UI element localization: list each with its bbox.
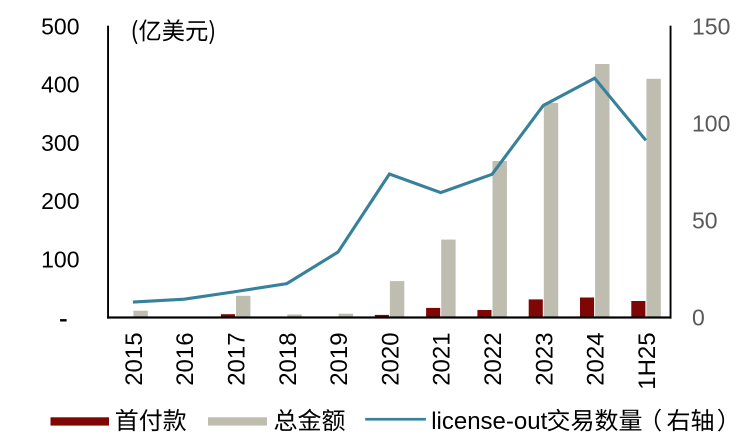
svg-text:1H25: 1H25 (634, 332, 661, 389)
svg-text:200: 200 (41, 188, 79, 214)
svg-text:100: 100 (41, 246, 79, 272)
svg-text:400: 400 (41, 72, 79, 98)
svg-text:100: 100 (692, 110, 730, 136)
svg-text:2019: 2019 (326, 332, 353, 385)
svg-text:2022: 2022 (480, 332, 507, 385)
svg-text:2023: 2023 (531, 332, 558, 385)
svg-text:2017: 2017 (224, 332, 251, 385)
svg-text:0: 0 (692, 305, 705, 331)
svg-text:2018: 2018 (275, 332, 302, 385)
svg-text:150: 150 (692, 13, 730, 39)
svg-text:500: 500 (41, 13, 79, 39)
svg-text:2020: 2020 (377, 332, 404, 385)
svg-text:2016: 2016 (172, 332, 199, 385)
svg-text:2015: 2015 (121, 332, 148, 385)
svg-text:50: 50 (692, 208, 718, 234)
svg-text:300: 300 (41, 130, 79, 156)
svg-text:2021: 2021 (429, 332, 456, 385)
svg-text:2024: 2024 (583, 332, 610, 385)
svg-text:license-out: license-out (431, 408, 547, 435)
